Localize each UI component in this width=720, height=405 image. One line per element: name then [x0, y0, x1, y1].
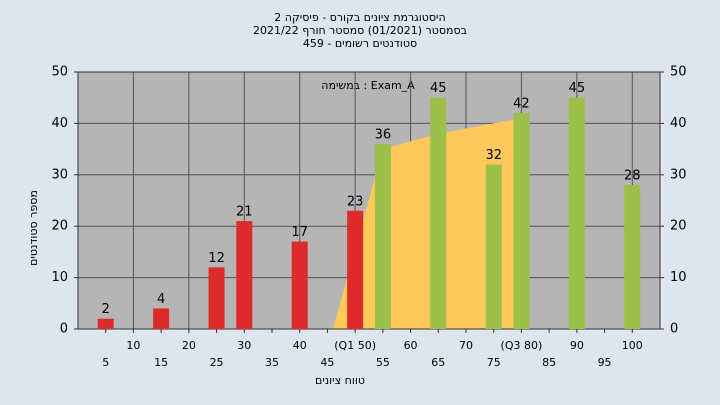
bar	[624, 185, 641, 329]
bar	[513, 113, 530, 330]
y-tick-label: 30	[51, 167, 68, 182]
data-label: 45	[569, 81, 586, 96]
x-tick-label: 35	[265, 356, 279, 369]
y-tick-label: 50	[51, 65, 68, 80]
bar	[153, 308, 170, 329]
x-tick-label: 15	[154, 356, 168, 369]
y2-tick-label: 40	[670, 116, 687, 131]
bar	[374, 143, 391, 329]
bar	[485, 164, 502, 329]
x-tick-label: 95	[598, 356, 612, 369]
x-tick-label: 60	[404, 339, 418, 352]
bar	[291, 241, 308, 329]
data-label: 21	[236, 205, 253, 220]
y-tick-label: 0	[60, 322, 68, 337]
bar	[568, 97, 585, 329]
plot-border	[77, 71, 661, 330]
data-label: 23	[347, 194, 364, 209]
data-label: 17	[291, 225, 308, 240]
x-tick-label: 65	[431, 356, 445, 369]
x-tick-label: 20	[182, 339, 196, 352]
y2-tick-label: 0	[670, 322, 678, 337]
y2-tick-label: 30	[670, 167, 687, 182]
bar	[430, 97, 447, 329]
y-tick-label: 10	[51, 270, 68, 285]
x-tick-label: (Q3 80)	[501, 339, 543, 352]
data-label: 12	[208, 251, 225, 266]
y2-tick-label: 20	[670, 219, 687, 234]
x-tick-label: 85	[542, 356, 556, 369]
y-tick-label: 20	[51, 219, 68, 234]
x-tick-label: 30	[237, 339, 251, 352]
x-tick-label: 70	[459, 339, 473, 352]
x-tick-label: 25	[210, 356, 224, 369]
x-tick-label: 45	[320, 356, 334, 369]
bar	[208, 267, 225, 329]
x-tick-label: 75	[487, 356, 501, 369]
bar	[347, 210, 364, 329]
annotation: במשימה : Exam_A	[321, 79, 415, 92]
data-label: 32	[485, 148, 502, 163]
data-label: 45	[430, 81, 447, 96]
x-tick-label: 90	[570, 339, 584, 352]
data-label: 42	[513, 97, 530, 112]
y2-tick-label: 10	[670, 270, 687, 285]
x-tick-label: 100	[622, 339, 643, 352]
x-tick-label: 5	[102, 356, 109, 369]
x-tick-label: 55	[376, 356, 390, 369]
data-label: 4	[157, 292, 165, 307]
x-axis-label: טווח ציונים	[315, 374, 365, 387]
data-label: 28	[624, 169, 641, 184]
data-label: 2	[102, 302, 110, 317]
data-label: 36	[375, 127, 392, 142]
chart-title: היסטוגרמת ציונים בקורס - פיסיקה 2	[274, 11, 445, 24]
bar	[236, 221, 253, 329]
y2-tick-label: 50	[670, 65, 687, 80]
x-tick-label: 40	[293, 339, 307, 352]
y-axis-label: מספר סטודנטים	[27, 190, 40, 266]
y-tick-label: 40	[51, 116, 68, 131]
bar	[97, 318, 114, 329]
chart-subtitle: סטודנטים רשומים - 459	[303, 37, 417, 50]
x-tick-label: 10	[126, 339, 140, 352]
x-tick-label: (Q1 50)	[334, 339, 376, 352]
chart-subtitle: בסמסטר (01/2021) סמסטר חורף 2021/22	[253, 24, 467, 37]
